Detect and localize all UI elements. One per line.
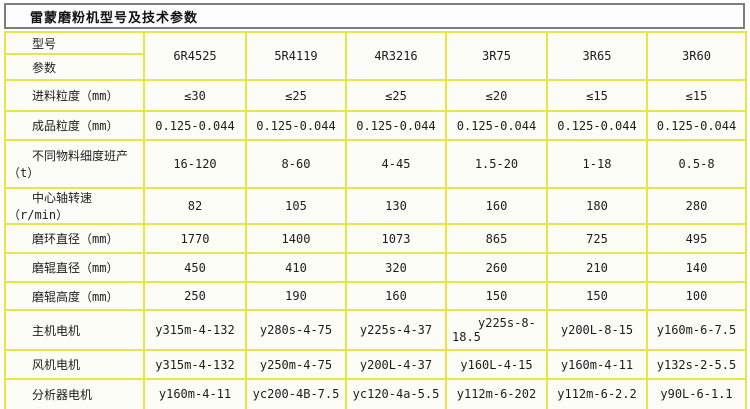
table-row: 不同物料细度班产 （t） 16-120 8-60 4-45 1.5-20 1-18 0.5-… bbox=[4, 139, 747, 189]
table-cell: 0.125-0.044 bbox=[546, 110, 648, 141]
model-header: 5R4119 bbox=[245, 31, 347, 81]
header-row-param: 参数 bbox=[4, 53, 746, 81]
table-cell: y90L-6-1.1 bbox=[646, 378, 747, 409]
table-cell: 1770 bbox=[143, 223, 247, 254]
table-cell: 260 bbox=[445, 252, 548, 283]
row-label: 主机电机 bbox=[4, 309, 145, 351]
corner-top-label: 型号 bbox=[4, 31, 145, 55]
corner-bottom-label: 参数 bbox=[4, 53, 145, 81]
table-cell: ≤15 bbox=[646, 79, 747, 112]
spec-table-body: 型号 6R4525 5R4119 4R3216 3R75 3R65 3R60 参数 进料粒度（m… bbox=[4, 31, 747, 409]
spec-table: 型号 6R4525 5R4119 4R3216 3R75 3R65 3R60 参数 进料粒度（m… bbox=[4, 31, 747, 409]
table-cell: y250m-4-75 bbox=[245, 349, 347, 380]
table-cell: 4-45 bbox=[345, 139, 447, 189]
model-header: 3R65 bbox=[546, 31, 648, 81]
row-label: 不同物料细度班产 （t） bbox=[4, 139, 145, 189]
table-cell: y225s-8- 18.5 bbox=[445, 309, 548, 351]
table-cell: 280 bbox=[646, 187, 747, 225]
table-cell: 150 bbox=[546, 281, 648, 311]
table-cell: y112m-6-2.2 bbox=[546, 378, 648, 409]
table-title-bar: 雷蒙磨粉机型号及技术参数 bbox=[4, 3, 745, 29]
table-cell: ≤25 bbox=[345, 79, 447, 112]
table-row: 磨环直径（mm） 1770 1400 1073 865 725 495 bbox=[4, 223, 747, 254]
table-row: 进料粒度（mm） ≤30 ≤25 ≤25 ≤20 ≤15 ≤15 bbox=[4, 79, 747, 112]
table-cell: 140 bbox=[646, 252, 747, 283]
table-row: 主机电机 y315m-4-132 y280s-4-75 y225s-4-37 y225s… bbox=[4, 309, 747, 351]
table-cell: y280s-4-75 bbox=[245, 309, 347, 351]
table-cell: 160 bbox=[445, 187, 548, 225]
table-cell: 0.125-0.044 bbox=[143, 110, 247, 141]
table-row: 分析器电机 y160m-4-11 yc200-4B-7.5 yc120-4a-5.5 y… bbox=[4, 378, 747, 409]
table-cell: ≤30 bbox=[143, 79, 247, 112]
row-label: 磨辊高度（mm） bbox=[4, 281, 145, 311]
table-cell: 1073 bbox=[345, 223, 447, 254]
table-cell: 8-60 bbox=[245, 139, 347, 189]
table-cell: 105 bbox=[245, 187, 347, 225]
table-cell: yc200-4B-7.5 bbox=[245, 378, 347, 409]
table-cell: 0.125-0.044 bbox=[445, 110, 548, 141]
table-cell: 450 bbox=[143, 252, 247, 283]
model-header: 4R3216 bbox=[345, 31, 447, 81]
row-label: 成品粒度（mm） bbox=[4, 110, 145, 141]
model-header: 3R75 bbox=[445, 31, 548, 81]
table-cell: 1.5-20 bbox=[445, 139, 548, 189]
table-cell: y160m-4-11 bbox=[546, 349, 648, 380]
table-cell: y200L-8-15 bbox=[546, 309, 648, 351]
row-label: 风机电机 bbox=[4, 349, 145, 380]
table-cell: 0.125-0.044 bbox=[245, 110, 347, 141]
table-cell: 100 bbox=[646, 281, 747, 311]
row-label: 磨环直径（mm） bbox=[4, 223, 145, 254]
table-cell: 82 bbox=[143, 187, 247, 225]
table-cell: 180 bbox=[546, 187, 648, 225]
table-cell: 1-18 bbox=[546, 139, 648, 189]
table-cell: 725 bbox=[546, 223, 648, 254]
table-cell: y160L-4-15 bbox=[445, 349, 548, 380]
table-row: 中心轴转速（r/min） 82 105 130 160 180 280 bbox=[4, 187, 747, 225]
table-cell: 320 bbox=[345, 252, 447, 283]
header-row-model: 型号 6R4525 5R4119 4R3216 3R75 3R65 3R60 bbox=[4, 31, 747, 81]
table-cell: 130 bbox=[345, 187, 447, 225]
row-label: 中心轴转速（r/min） bbox=[4, 187, 145, 225]
table-cell: 0.125-0.044 bbox=[646, 110, 747, 141]
table-cell: y160m-6-7.5 bbox=[646, 309, 747, 351]
table-cell: 0.5-8 bbox=[646, 139, 747, 189]
model-header: 6R4525 bbox=[143, 31, 247, 81]
table-cell: 150 bbox=[445, 281, 548, 311]
table-cell: y112m-6-202 bbox=[445, 378, 548, 409]
table-row: 磨辊直径（mm） 450 410 320 260 210 140 bbox=[4, 252, 747, 283]
table-cell: 410 bbox=[245, 252, 347, 283]
row-label: 分析器电机 bbox=[4, 378, 145, 409]
table-cell: y315m-4-132 bbox=[143, 309, 247, 351]
table-row: 风机电机 y315m-4-132 y250m-4-75 y200L-4-37 y160L… bbox=[4, 349, 747, 380]
table-cell: 495 bbox=[646, 223, 747, 254]
table-cell: 16-120 bbox=[143, 139, 247, 189]
table-cell: ≤20 bbox=[445, 79, 548, 112]
table-row: 成品粒度（mm） 0.125-0.044 0.125-0.044 0.125-0.04… bbox=[4, 110, 747, 141]
table-cell: 190 bbox=[245, 281, 347, 311]
table-cell: 1400 bbox=[245, 223, 347, 254]
table-cell: y132s-2-5.5 bbox=[646, 349, 747, 380]
table-cell: 210 bbox=[546, 252, 648, 283]
row-label: 进料粒度（mm） bbox=[4, 79, 145, 112]
table-cell: y160m-4-11 bbox=[143, 378, 247, 409]
table-row: 磨辊高度（mm） 250 190 160 150 150 100 bbox=[4, 281, 747, 311]
row-label: 磨辊直径（mm） bbox=[4, 252, 145, 283]
model-header: 3R60 bbox=[646, 31, 747, 81]
table-cell: y225s-4-37 bbox=[345, 309, 447, 351]
table-cell: y315m-4-132 bbox=[143, 349, 247, 380]
table-cell: y200L-4-37 bbox=[345, 349, 447, 380]
table-cell: 250 bbox=[143, 281, 247, 311]
table-cell: ≤25 bbox=[245, 79, 347, 112]
table-cell: yc120-4a-5.5 bbox=[345, 378, 447, 409]
table-title: 雷蒙磨粉机型号及技术参数 bbox=[30, 10, 199, 26]
table-cell: ≤15 bbox=[546, 79, 648, 112]
table-cell: 160 bbox=[345, 281, 447, 311]
table-cell: 0.125-0.044 bbox=[345, 110, 447, 141]
table-cell: 865 bbox=[445, 223, 548, 254]
